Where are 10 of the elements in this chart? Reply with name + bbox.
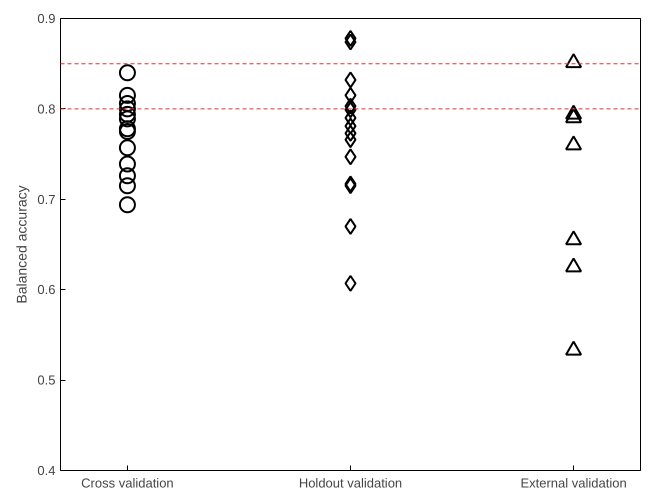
y-tick-label: 0.6 bbox=[37, 282, 56, 298]
y-tick-label: 0.7 bbox=[37, 192, 56, 207]
y-tick-label: 0.5 bbox=[37, 372, 56, 388]
y-tick-label: 0.9 bbox=[37, 11, 56, 26]
y-tick-label: 0.4 bbox=[37, 463, 56, 478]
x-tick-label: Holdout validation bbox=[298, 476, 402, 490]
y-tick-label: 0.8 bbox=[37, 101, 56, 116]
x-tick-label: Cross validation bbox=[81, 476, 174, 490]
y-axis-title: Balanced accuracy bbox=[13, 185, 30, 304]
x-tick-label: External validation bbox=[520, 476, 627, 490]
